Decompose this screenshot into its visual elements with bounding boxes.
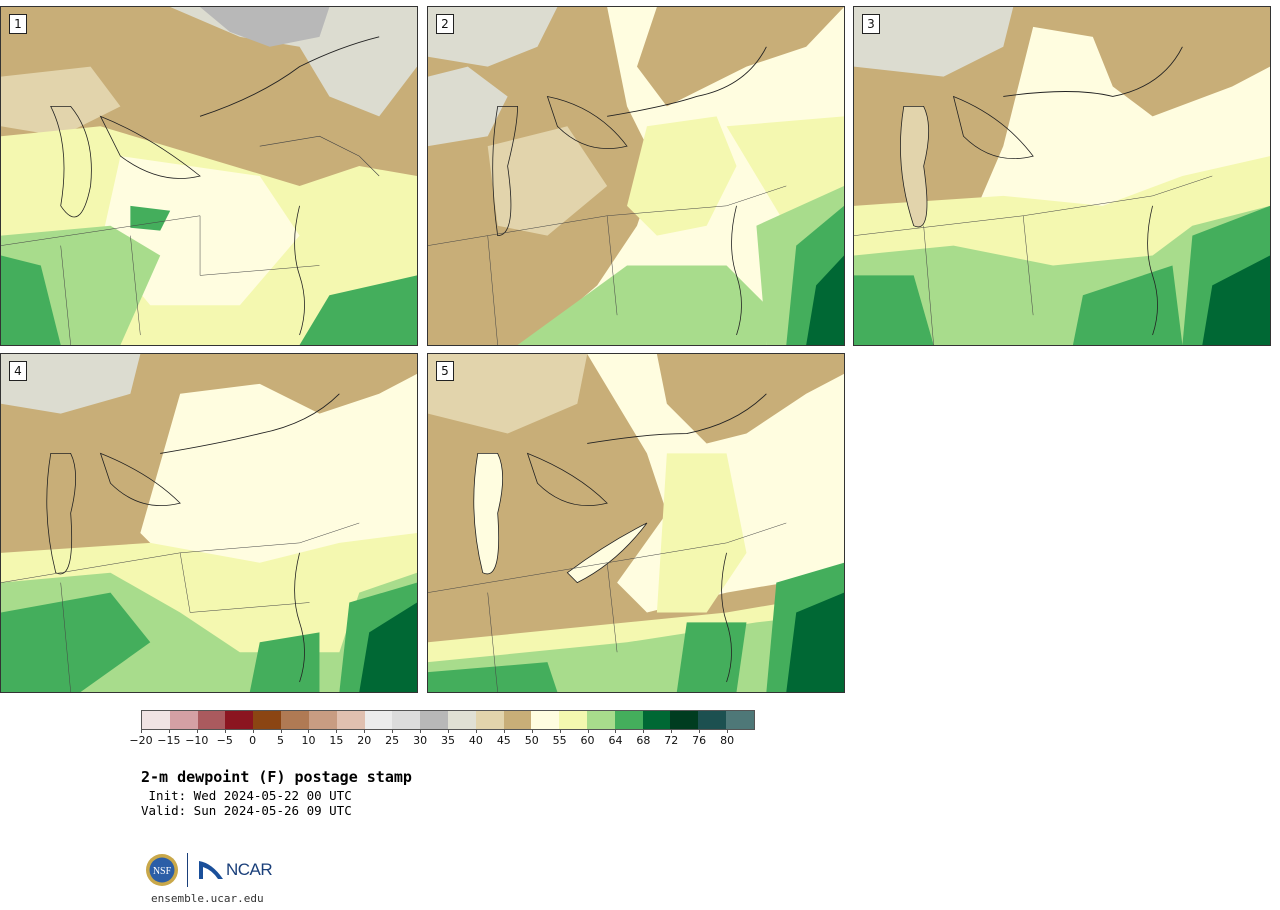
- colorbar-tick-mark: [280, 730, 282, 733]
- dewpoint-map-5: [428, 354, 844, 692]
- colorbar-tick-mark: [503, 730, 505, 733]
- panel-number-5: 5: [436, 361, 454, 381]
- colorbar-tick-label: 35: [441, 734, 455, 747]
- ncar-logo-icon: [199, 861, 223, 879]
- colorbar-tick-label: −5: [216, 734, 233, 747]
- colorbar-tick-mark: [392, 730, 394, 733]
- colorbar-swatch: [642, 711, 671, 729]
- colorbar-tick-mark: [615, 730, 617, 733]
- nsf-logo-text: NSF: [153, 866, 172, 877]
- ncar-logo-text: NCAR: [226, 860, 273, 879]
- dewpoint-map-2: [428, 7, 844, 345]
- colorbar-tick-label: 0: [249, 734, 257, 747]
- website-url: ensemble.ucar.edu: [151, 892, 264, 905]
- panel-number-3: 3: [862, 14, 880, 34]
- colorbar-tick-mark: [448, 730, 449, 733]
- panel-number-4: 4: [9, 361, 27, 381]
- colorbar-tick-label: 68: [636, 734, 651, 747]
- colorbar-tick-label: 55: [552, 734, 567, 747]
- colorbar-tick-mark: [364, 730, 366, 733]
- colorbar-tick-mark: [336, 730, 338, 733]
- colorbar-tick-label: 10: [301, 734, 316, 747]
- colorbar-tick-mark: [587, 730, 589, 733]
- colorbar-tick-mark: [308, 730, 310, 733]
- colorbar-tick-label: 72: [664, 734, 679, 747]
- colorbar-swatch: [225, 711, 254, 729]
- colorbar-tick-label: 15: [329, 734, 344, 747]
- colorbar-swatch: [670, 711, 699, 729]
- colorbar-tick-mark: [141, 730, 142, 733]
- colorbar-tick-label: 80: [720, 734, 735, 747]
- colorbar-tick-mark: [475, 730, 477, 733]
- colorbar-tick-label: 64: [608, 734, 623, 747]
- init-time: Init: Wed 2024-05-22 00 UTC: [141, 788, 352, 803]
- valid-time: Valid: Sun 2024-05-26 09 UTC: [141, 803, 352, 818]
- colorbar-tick-mark: [671, 730, 673, 733]
- colorbar-tick-label: 20: [357, 734, 372, 747]
- colorbar-tick-mark: [168, 730, 170, 733]
- colorbar-tick-mark: [420, 730, 422, 733]
- colorbar-tick-mark: [643, 730, 645, 733]
- dewpoint-colorbar: [141, 710, 755, 730]
- colorbar-tick-label: 40: [468, 734, 483, 747]
- colorbar-swatch: [531, 711, 560, 729]
- colorbar-tick-label: 30: [413, 734, 428, 747]
- map-panel-3: 3: [853, 6, 1271, 346]
- colorbar-swatch: [726, 711, 754, 729]
- nsf-logo-icon: NSF: [146, 854, 178, 886]
- colorbar-tick-label: −15: [157, 734, 181, 747]
- colorbar-swatch: [420, 711, 448, 729]
- colorbar-swatch: [559, 711, 587, 729]
- colorbar-swatch: [392, 711, 421, 729]
- colorbar-swatch: [698, 711, 727, 729]
- colorbar-swatch: [253, 711, 282, 729]
- colorbar-tick-mark: [727, 730, 729, 733]
- colorbar-tick-label: 5: [277, 734, 285, 747]
- plot-title: 2-m dewpoint (F) postage stamp: [141, 768, 412, 786]
- colorbar-tick-mark: [531, 730, 533, 733]
- colorbar-tick-label: 50: [524, 734, 539, 747]
- panel-number-2: 2: [436, 14, 454, 34]
- dewpoint-map-1: [1, 7, 417, 345]
- map-panel-2: 2: [427, 6, 845, 346]
- panel-number-1: 1: [9, 14, 27, 34]
- dewpoint-map-4: [1, 354, 417, 692]
- map-panel-1: 1: [0, 6, 418, 346]
- colorbar-tick-mark: [196, 730, 198, 733]
- dewpoint-map-3: [854, 7, 1270, 345]
- logo-bar: NSF NCAR: [145, 850, 273, 890]
- map-panel-4: 4: [0, 353, 418, 693]
- colorbar-swatch: [587, 711, 615, 729]
- colorbar-tick-label: −20: [129, 734, 153, 747]
- title-block: 2-m dewpoint (F) postage stamp Init: Wed…: [141, 768, 412, 818]
- colorbar-swatch: [281, 711, 309, 729]
- colorbar-tick-label: 45: [496, 734, 511, 747]
- colorbar-swatch: [197, 711, 226, 729]
- colorbar-tick-mark: [559, 730, 561, 733]
- colorbar-swatch: [475, 711, 504, 729]
- colorbar-swatch: [308, 711, 337, 729]
- colorbar-tick-label: 25: [385, 734, 400, 747]
- colorbar-swatch: [614, 711, 643, 729]
- map-panel-5: 5: [427, 353, 845, 693]
- colorbar-ticks: −20 −15 −10 −5 0 5 10 15 20 25 30 35 40 45 50 55 60 64 68 7…: [129, 730, 755, 750]
- colorbar-tick-label: 60: [580, 734, 595, 747]
- ncar-logo: NCAR: [198, 860, 273, 880]
- colorbar-tick-mark: [224, 730, 226, 733]
- colorbar-tick-mark: [252, 730, 254, 733]
- colorbar-swatch: [364, 711, 393, 729]
- colorbar-tick-mark: [699, 730, 701, 733]
- logo-divider: [187, 853, 188, 887]
- colorbar-tick-label: 76: [692, 734, 707, 747]
- colorbar-swatch: [169, 711, 198, 729]
- colorbar-swatch: [503, 711, 532, 729]
- colorbar-swatch: [447, 711, 476, 729]
- colorbar-swatch: [142, 711, 170, 729]
- colorbar-swatch: [336, 711, 365, 729]
- colorbar-tick-label: −10: [185, 734, 209, 747]
